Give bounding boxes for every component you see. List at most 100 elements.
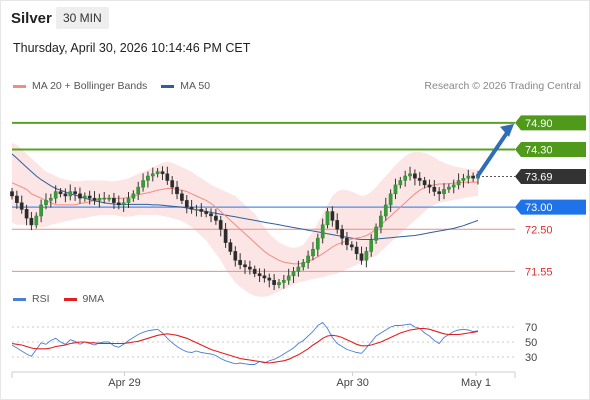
x-tick-label: May 1	[461, 377, 491, 389]
candle	[272, 280, 276, 285]
candle	[398, 180, 403, 186]
candle	[92, 197, 97, 201]
candle	[427, 184, 432, 188]
candle	[204, 211, 209, 214]
candle	[53, 191, 58, 199]
candle	[44, 200, 48, 206]
rsi-tick-70: 70	[525, 322, 537, 334]
candle	[87, 195, 92, 199]
candle	[345, 237, 349, 246]
candle	[330, 211, 335, 221]
price-legend: MA 20 + Bollinger Bands MA 50	[13, 80, 224, 92]
rsi-line	[11, 321, 479, 365]
candle	[388, 193, 393, 206]
candle	[340, 229, 344, 239]
candle	[451, 184, 456, 188]
candle	[286, 275, 291, 281]
rsi-panel: 70 50 30	[11, 321, 537, 365]
candle	[10, 191, 14, 197]
candle	[311, 248, 315, 257]
candle	[34, 215, 39, 226]
candle	[291, 271, 296, 277]
candle	[364, 251, 369, 261]
legend-item-9ma: 9MA	[63, 293, 105, 305]
x-axis: Apr 29 Apr 30 May 1	[11, 371, 516, 389]
ma50-swatch	[161, 84, 175, 88]
legend-label-rsi: RSI	[32, 293, 50, 305]
x-tick-label: Apr 29	[108, 377, 140, 389]
candle	[121, 202, 126, 206]
candle	[417, 178, 422, 181]
candle	[170, 180, 175, 188]
candle	[68, 191, 73, 197]
candle	[403, 175, 408, 181]
candle	[189, 206, 194, 210]
candle	[383, 204, 388, 217]
rsi-swatch	[13, 297, 26, 301]
candle	[437, 191, 442, 195]
candle	[442, 189, 446, 195]
candlestick-layer	[10, 166, 480, 291]
candle	[248, 266, 252, 270]
candle	[160, 171, 165, 175]
candle	[369, 240, 374, 252]
candle	[296, 266, 301, 272]
candle	[374, 226, 378, 241]
candle	[107, 197, 111, 200]
level-tag-73.69	[515, 168, 586, 184]
candle	[354, 246, 359, 254]
candle	[141, 180, 145, 188]
candle	[252, 268, 257, 274]
candle	[63, 193, 68, 197]
candle	[175, 186, 179, 195]
candle	[320, 224, 325, 239]
legend-label-ma20: MA 20 + Bollinger Bands	[32, 80, 148, 92]
candle	[209, 213, 213, 217]
candle	[359, 253, 364, 261]
candle	[281, 280, 286, 283]
candle	[218, 220, 223, 230]
candle	[155, 171, 160, 175]
candle	[97, 197, 102, 201]
candle	[243, 264, 247, 268]
level-label-74.90: 74.90	[525, 118, 553, 130]
legend-label-9ma: 9MA	[82, 293, 105, 305]
legend-label-ma50: MA 50	[180, 80, 211, 92]
candle	[432, 186, 437, 192]
candle	[349, 244, 354, 248]
candle	[325, 211, 330, 226]
candle	[223, 229, 228, 243]
x-tick-label: Apr 30	[336, 377, 368, 389]
rsi-legend: RSI 9MA	[13, 293, 118, 305]
rsi-9ma-line	[11, 327, 479, 364]
candle	[306, 255, 310, 263]
ma20-swatch	[13, 84, 26, 88]
candle	[73, 191, 77, 195]
candle	[466, 175, 471, 179]
candle	[393, 184, 398, 195]
candle	[228, 242, 233, 252]
candle	[257, 273, 262, 277]
candle	[471, 175, 475, 179]
candle	[447, 186, 451, 190]
forecast-arrow-head	[500, 123, 514, 137]
level-lines-layer	[12, 121, 515, 272]
candle	[379, 215, 383, 228]
candle	[78, 193, 82, 199]
candle	[301, 262, 306, 268]
candle	[238, 260, 242, 265]
timestamp: Thursday, April 30, 2026 10:14:46 PM CET	[13, 41, 251, 55]
instrument-title: Silver	[11, 10, 52, 27]
candle	[262, 275, 267, 279]
candle	[146, 175, 150, 181]
level-labels-layer: 74.90 74.30 73.69 73.00 72.50 71.55	[515, 115, 586, 278]
forecast-arrow-shaft	[476, 127, 511, 178]
candle	[194, 209, 199, 211]
rsi-tick-30: 30	[525, 352, 537, 364]
interval-badge[interactable]: 30 MIN	[56, 7, 109, 29]
candle	[277, 282, 281, 285]
candle	[58, 191, 63, 195]
forecast-arrow-layer	[476, 123, 514, 178]
candle	[82, 195, 87, 199]
